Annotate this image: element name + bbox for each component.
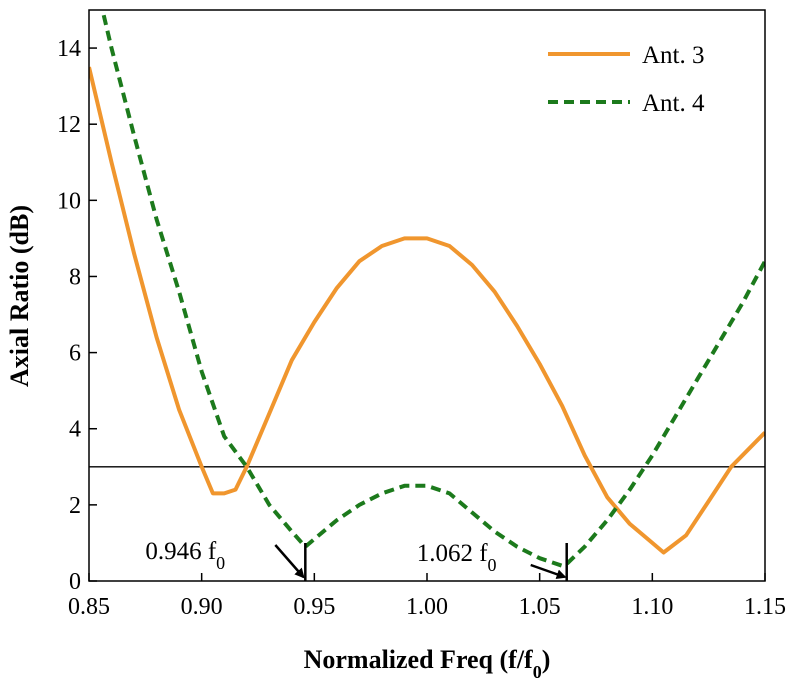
annotation-label: 1.062 f0 <box>417 540 497 575</box>
annotation-arrow <box>274 544 305 579</box>
y-tick-label: 4 <box>69 417 81 443</box>
x-tick-label: 1.15 <box>744 594 786 620</box>
legend: Ant. 3 Ant. 4 <box>548 42 705 117</box>
y-tick-label: 8 <box>69 264 81 290</box>
series-line-ant-3 <box>89 66 765 555</box>
y-tick-label: 0 <box>69 569 81 595</box>
x-tick-label: 1.05 <box>519 594 561 620</box>
x-tick-label: 1.00 <box>406 594 448 620</box>
x-axis-title: Normalized Freq (f/f0) <box>304 645 551 681</box>
series-line-ant-4 <box>100 10 765 568</box>
y-tick-label: 6 <box>69 341 81 367</box>
x-tick-label: 0.95 <box>293 594 335 620</box>
annotation-label: 0.946 f0 <box>145 538 225 573</box>
x-tick-label: 1.10 <box>631 594 673 620</box>
y-axis-title: Axial Ratio (dB) <box>5 205 34 387</box>
x-tick-label: 0.85 <box>68 594 110 620</box>
legend-label-ant4: Ant. 4 <box>642 90 705 117</box>
annotation-arrow <box>530 563 567 580</box>
y-tick-label: 2 <box>69 493 81 519</box>
y-tick-label: 12 <box>57 112 81 138</box>
y-tick-label: 14 <box>57 36 81 62</box>
y-tick-label: 10 <box>57 188 81 214</box>
legend-label-ant3: Ant. 3 <box>642 42 705 69</box>
x-tick-label: 0.90 <box>181 594 223 620</box>
